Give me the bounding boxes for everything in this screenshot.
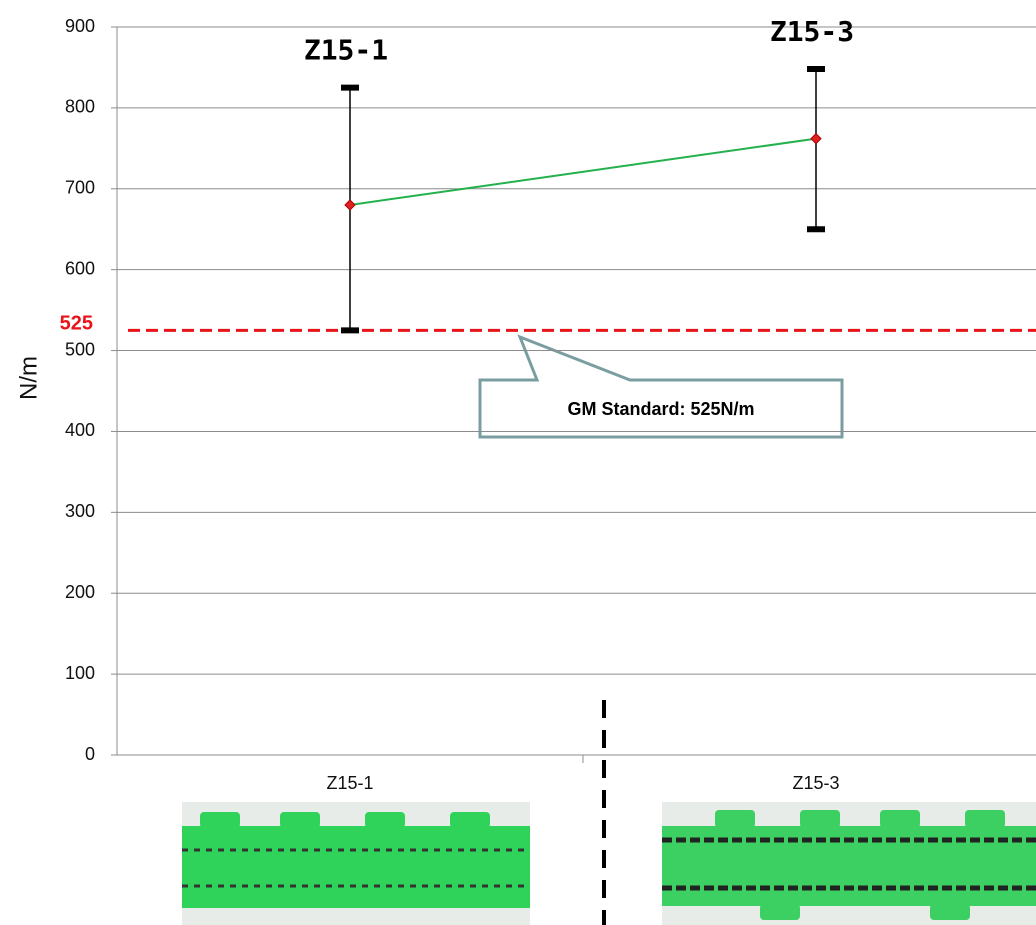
y-tick-label: 0: [85, 744, 95, 764]
y-tick-label: 400: [65, 420, 95, 440]
callout: GM Standard: 525N/m: [478, 334, 844, 439]
marker: [810, 132, 822, 145]
y-axis-label: N/m: [15, 356, 42, 400]
reference-label: 525: [60, 313, 93, 335]
x-tick-label: Z15-3: [792, 773, 839, 793]
y-tick-label: 600: [65, 258, 95, 278]
y-tick-label: 800: [65, 97, 95, 117]
line: [349, 137, 817, 206]
y-tick-label: 300: [65, 501, 95, 521]
marker: [344, 199, 356, 211]
y-tick-label: 200: [65, 582, 95, 602]
point-label: Z15-3: [770, 15, 854, 48]
y-tick-label: 500: [65, 339, 95, 359]
x-tick-label: Z15-1: [326, 773, 373, 793]
photos: [182, 802, 1036, 925]
y-tick-label: 900: [65, 16, 95, 36]
callout-text: GM Standard: 525N/m: [567, 399, 754, 419]
y-tick-label: 100: [65, 663, 95, 683]
y-tick-label: 700: [65, 178, 95, 198]
point-label: Z15-1: [304, 34, 388, 67]
